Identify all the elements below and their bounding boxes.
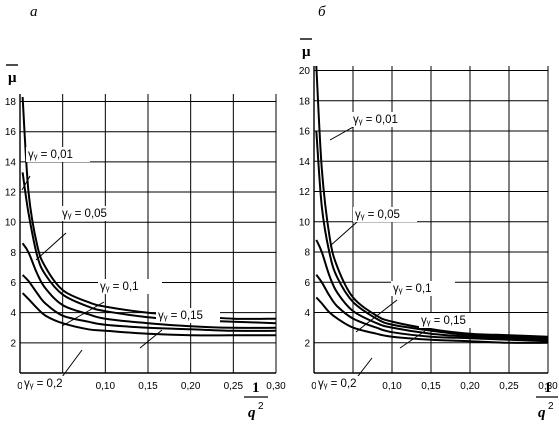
y-tick-label: 20	[299, 66, 311, 77]
leader-line	[139, 329, 163, 349]
leader-line	[35, 232, 67, 261]
x-tick-label: 0	[311, 381, 317, 392]
x-tick-label: 0	[17, 381, 23, 392]
label-background	[60, 206, 124, 221]
y-axis-title-b: μ	[300, 38, 312, 60]
x-axis-numerator-a: 1	[252, 380, 260, 396]
y-tick-label: 8	[10, 248, 16, 259]
curve-label: γᵧ = 0,15	[421, 315, 466, 327]
panel-label-b: б	[318, 4, 326, 20]
y-axis-symbol-a: μ	[8, 70, 17, 86]
y-tick-label: 4	[304, 308, 310, 319]
y-tick-label: 18	[5, 97, 17, 108]
y-tick-label: 8	[304, 248, 310, 259]
label-background	[98, 279, 162, 294]
x-axis-title-b: 1 q 2	[536, 380, 558, 421]
y-tick-label: 16	[5, 127, 17, 138]
curve-label: γᵧ = 0,01	[28, 149, 73, 161]
curve-label: γᵧ = 0,2	[318, 378, 357, 390]
y-tick-label: 12	[5, 188, 17, 199]
series-curve	[315, 274, 549, 343]
leader-line	[329, 125, 356, 141]
curve-label: γᵧ = 0,15	[158, 310, 203, 322]
y-axis-symbol-b: μ	[302, 44, 311, 60]
y-tick-label: 16	[299, 127, 311, 138]
series-curve	[315, 65, 549, 338]
x-axis-numerator-b: 1	[544, 380, 552, 396]
series-curve	[315, 296, 549, 344]
x-tick-label: 0,15	[421, 381, 441, 392]
label-background	[353, 207, 417, 222]
y-tick-label: 10	[5, 218, 17, 229]
x-axis-denominator-b: q	[538, 405, 546, 421]
leader-line	[355, 299, 398, 333]
y-axis-title-a: μ	[6, 64, 18, 86]
curve-label: γᵧ = 0,05	[62, 208, 107, 220]
y-tick-label: 10	[299, 217, 311, 228]
x-axis-title-a: 1 q 2	[244, 380, 268, 421]
label-background	[351, 112, 415, 127]
x-tick-label: 0,15	[138, 381, 158, 392]
y-tick-label: 14	[5, 157, 17, 168]
x-tick-label: 0,20	[460, 381, 480, 392]
x-tick-label: 0,10	[382, 381, 402, 392]
leader-line	[399, 330, 426, 349]
series-curve	[315, 239, 549, 341]
label-background	[156, 308, 220, 323]
label-background	[316, 376, 380, 391]
x-tick-label: 0,20	[181, 381, 201, 392]
series-curve	[21, 292, 276, 337]
series-curve	[21, 242, 277, 329]
y-tick-label: 2	[10, 338, 16, 349]
label-background	[419, 313, 483, 328]
y-tick-label: 2	[304, 338, 310, 349]
chart-panel-a: а μ 1 q 2 00,050,100,150,200,250,3024681…	[5, 4, 286, 421]
x-axis-exponent-a: 2	[258, 401, 264, 412]
curve-label: γᵧ = 0,1	[100, 281, 139, 293]
series-curve	[315, 130, 549, 340]
x-tick-label: 0,25	[499, 381, 519, 392]
curve-label: γᵧ = 0,1	[393, 283, 432, 295]
leader-line	[21, 175, 31, 191]
y-tick-label: 6	[304, 278, 310, 289]
label-background	[26, 147, 90, 162]
x-tick-label: 0,10	[96, 381, 116, 392]
curve-label: γᵧ = 0,01	[353, 114, 398, 126]
panel-label-a: а	[30, 4, 38, 20]
y-tick-label: 12	[299, 187, 311, 198]
leader-line	[61, 301, 105, 327]
series-curve	[21, 172, 277, 325]
leader-line	[329, 221, 358, 247]
y-tick-label: 18	[299, 96, 311, 107]
x-tick-label: 0,30	[538, 381, 558, 392]
y-tick-label: 14	[299, 157, 311, 168]
x-tick-label: 0,25	[224, 381, 244, 392]
curve-label: γᵧ = 0,2	[24, 378, 63, 390]
label-background	[391, 281, 455, 296]
x-axis-exponent-b: 2	[548, 401, 554, 412]
x-axis-denominator-a: q	[248, 405, 256, 421]
leader-line	[61, 349, 83, 378]
curve-label: γᵧ = 0,05	[355, 209, 400, 221]
x-tick-label: 0,30	[266, 381, 286, 392]
label-background	[22, 376, 86, 391]
series-curve	[21, 274, 277, 332]
y-tick-label: 4	[10, 308, 16, 319]
chart-panel-b: б μ 1 q 2 00,050,100,150,200,250,3024681…	[299, 4, 558, 421]
y-tick-label: 6	[10, 278, 16, 289]
